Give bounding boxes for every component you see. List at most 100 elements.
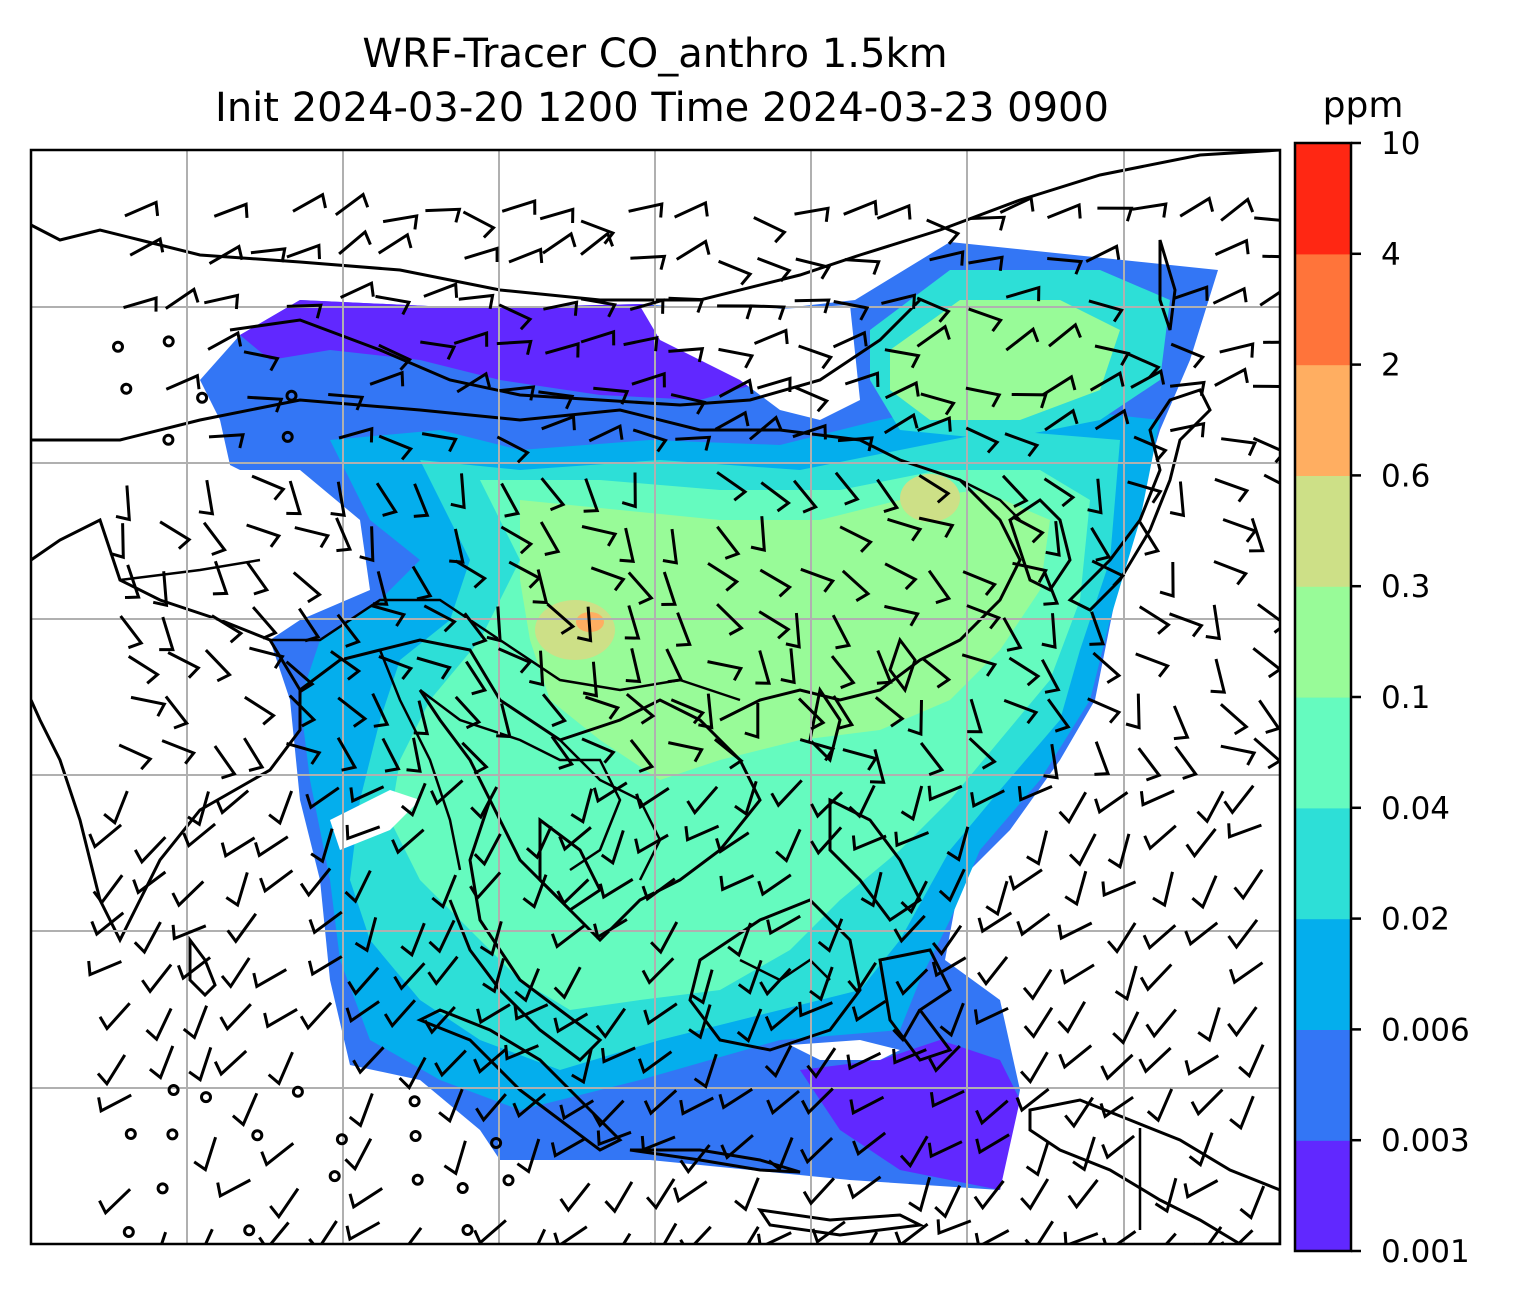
colorbar-tick-label: 4 [1381, 237, 1401, 273]
wind-barb [927, 784, 963, 802]
wind-barb [305, 786, 340, 810]
wind-barb [211, 614, 244, 644]
wind-barb [263, 1008, 298, 1029]
wind-barb [851, 999, 887, 1023]
wind-barb [377, 232, 413, 255]
wind-barb [550, 924, 586, 949]
colorbar-swatch [1295, 364, 1351, 476]
wind-barb [1139, 963, 1173, 992]
wind-barb [643, 1002, 678, 1026]
wind-barb [416, 656, 452, 680]
wind-barb [252, 968, 288, 989]
colorbar-ticks: 0.001 0.003 0.006 0.02 0.04 0.1 0.3 0.6 2 4 10 [1351, 126, 1470, 1270]
calm-wind-circle [166, 1128, 179, 1141]
wind-barb [145, 1007, 173, 1042]
wind-barb [127, 655, 161, 685]
wind-barb [1130, 368, 1166, 389]
border-korea [959, 478, 1021, 521]
wind-barb [1220, 196, 1255, 222]
wind-barb [215, 789, 250, 815]
wind-barb [802, 1177, 836, 1206]
wind-barb [208, 433, 245, 449]
wind-barb [171, 880, 205, 908]
calm-wind-circle [162, 433, 175, 446]
wind-barb [109, 523, 125, 560]
wind-barb [800, 1137, 834, 1165]
wind-barb [841, 569, 871, 602]
wind-barb [498, 647, 533, 674]
wind-barb [744, 703, 760, 740]
calm-wind-circle [408, 1095, 421, 1108]
wind-barb [847, 961, 877, 994]
wind-barb [679, 1096, 714, 1116]
wind-barb [1126, 352, 1161, 379]
colorbar: ppm 0.001 0.003 0.006 0.02 0.04 0.1 0.3 0.6 2 4 10 [1293, 85, 1470, 1270]
wind-barb [1190, 1088, 1224, 1117]
wind-barb [198, 479, 215, 516]
wind-barb [1210, 658, 1227, 694]
wind-barb [641, 877, 676, 902]
wind-barb [1088, 299, 1124, 323]
wind-barb [400, 922, 426, 958]
wind-barb [1004, 432, 1040, 458]
wind-barb [929, 1089, 965, 1108]
field-hotspot-west [535, 600, 615, 660]
wind-barb [129, 236, 165, 257]
wind-barb [625, 648, 642, 684]
field-low-south [800, 1040, 1020, 1190]
wind-barb [286, 303, 323, 319]
wind-barb [522, 874, 548, 910]
wind-barb [750, 516, 766, 553]
wind-barb [1227, 1006, 1258, 1038]
wind-barb [1205, 604, 1222, 641]
wind-barb [883, 412, 919, 435]
wind-barb [894, 831, 930, 848]
wind-barb [1191, 875, 1218, 910]
calm-wind-circle [411, 1173, 424, 1186]
wind-barb [1094, 791, 1129, 815]
wind-barb [299, 867, 332, 898]
wind-barb [716, 525, 741, 560]
wind-barb [344, 869, 372, 904]
wind-barb [133, 921, 162, 955]
wind-barb [133, 836, 167, 865]
wind-barb [887, 517, 923, 542]
wind-barb [1015, 1087, 1050, 1113]
wind-barb [500, 482, 521, 518]
wind-barb [965, 386, 1002, 408]
wind-barb [1184, 921, 1219, 947]
wind-barb [900, 785, 924, 822]
wind-barb [588, 423, 624, 443]
wind-barb [625, 692, 656, 725]
wind-barb [556, 878, 590, 906]
wind-barb [668, 296, 705, 314]
wind-barb [1011, 515, 1045, 544]
wind-barb [1012, 561, 1048, 584]
wind-barb [1159, 561, 1175, 599]
wind-barb [294, 526, 331, 549]
wind-barb [916, 324, 951, 348]
coastline-taiwan [888, 636, 917, 694]
wind-barb [473, 833, 502, 867]
wind-barb [90, 911, 125, 937]
calm-wind-circle [124, 1128, 137, 1140]
wind-barb [130, 695, 167, 717]
wind-barb [794, 298, 831, 314]
border-myanmar [378, 649, 462, 871]
wind-barb [182, 822, 217, 849]
wind-barb [539, 207, 575, 224]
wind-barb [756, 256, 792, 283]
colorbar-swatch [1295, 918, 1351, 1030]
wind-barb [1174, 745, 1199, 780]
wind-barb [847, 1175, 882, 1200]
colorbar-swatches [1295, 143, 1351, 1252]
colorbar-tick-label: 0.02 [1381, 902, 1450, 938]
wind-barb [330, 650, 362, 681]
wind-barb [203, 293, 240, 310]
field-gap-java-sea [790, 1040, 900, 1060]
wind-barb [406, 737, 422, 773]
wind-barb [207, 330, 243, 351]
wind-barb [837, 436, 874, 452]
wind-barb [916, 296, 951, 323]
wind-barb [103, 790, 129, 826]
